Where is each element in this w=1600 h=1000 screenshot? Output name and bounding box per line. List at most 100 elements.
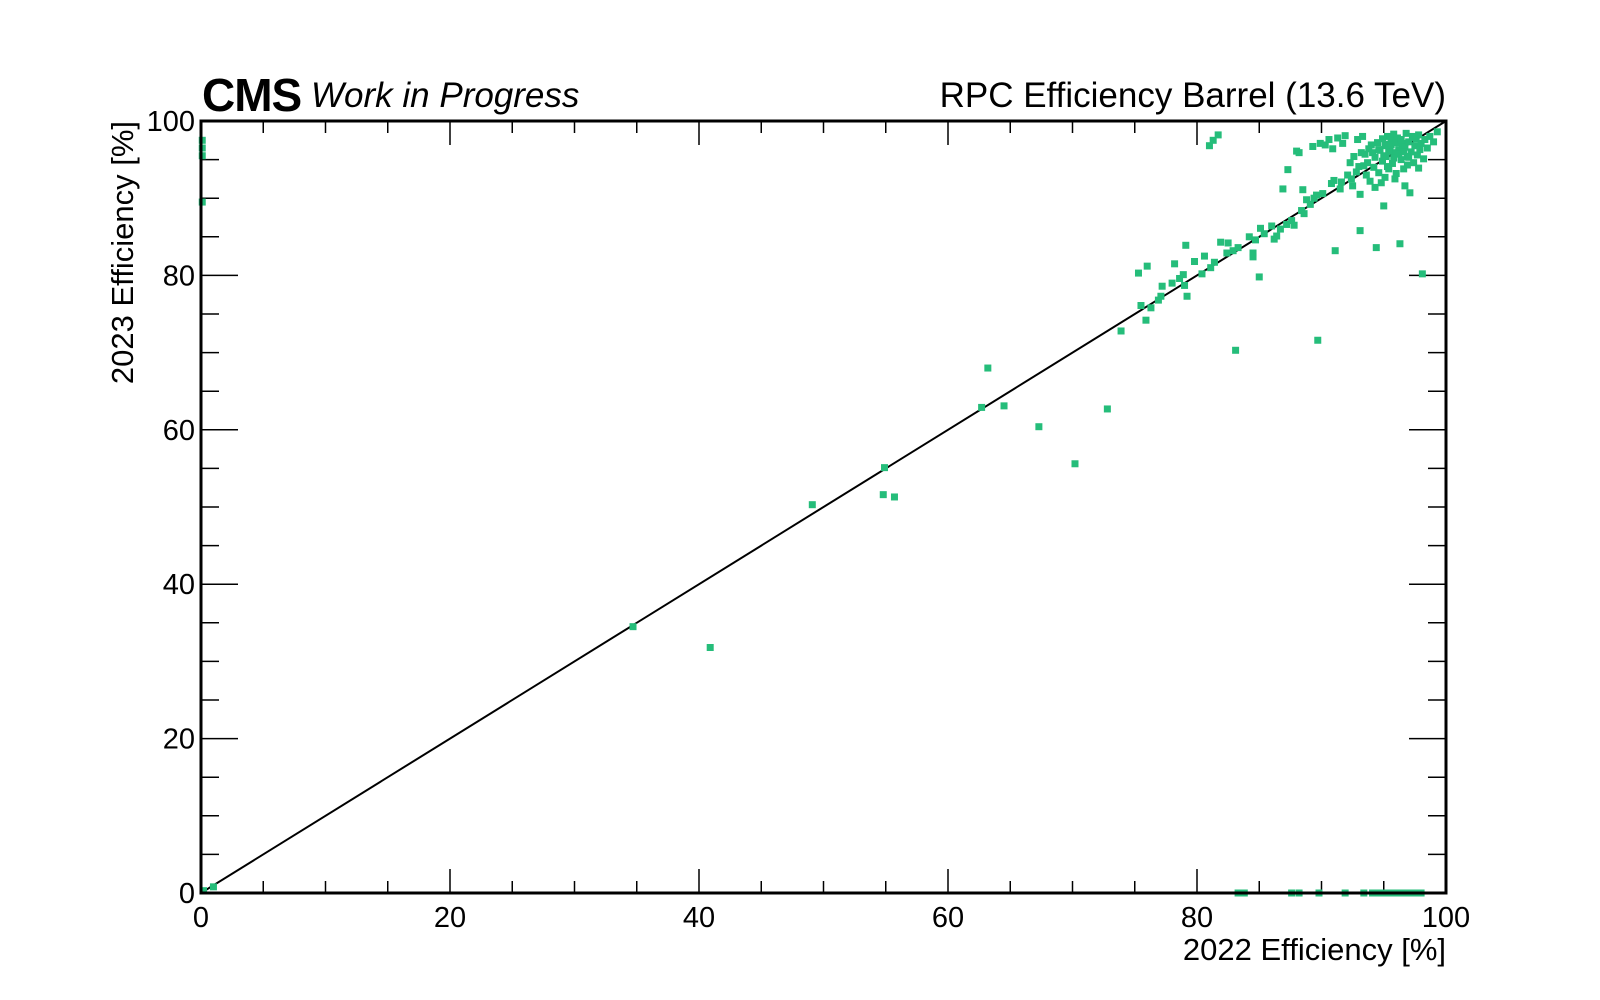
data-point [1232, 346, 1240, 354]
data-point [1336, 185, 1344, 193]
data-point [1413, 151, 1421, 159]
data-point [1276, 225, 1284, 233]
data-point [1299, 186, 1307, 194]
y-tick-label: 0 [179, 878, 195, 910]
data-point [1415, 164, 1423, 172]
data-point [1426, 132, 1434, 140]
x-tick-label: 20 [434, 902, 466, 934]
data-point [1249, 253, 1257, 261]
data-point [1347, 175, 1355, 183]
data-point [1423, 144, 1431, 152]
data-point [1390, 154, 1398, 162]
data-point [808, 501, 816, 509]
data-point [1205, 142, 1213, 150]
data-point [1154, 296, 1162, 304]
status-label: Work in Progress [311, 76, 579, 115]
data-point [1260, 230, 1268, 238]
data-point [1385, 147, 1393, 155]
data-point [1391, 149, 1399, 157]
data-point [1377, 179, 1385, 187]
data-point [1390, 130, 1398, 138]
data-point [1303, 196, 1311, 204]
data-point [1387, 136, 1395, 144]
data-point [1415, 131, 1423, 139]
data-point [1433, 128, 1441, 136]
data-point [1171, 260, 1179, 268]
data-point [1341, 132, 1349, 140]
data-point [1417, 139, 1425, 147]
data-point [1176, 274, 1184, 282]
y-axis-label: 2023 Efficiency [%] [105, 121, 140, 384]
data-point [1209, 136, 1217, 144]
data-point [1356, 190, 1364, 198]
data-point [1255, 273, 1263, 281]
data-point [1395, 146, 1403, 154]
data-point [1369, 149, 1377, 157]
data-point [1321, 141, 1329, 149]
data-point [1379, 157, 1387, 165]
data-point [1355, 163, 1363, 171]
x-axis-label: 2022 Efficiency [%] [1183, 932, 1446, 967]
data-point [1410, 159, 1418, 167]
data-point [1334, 134, 1342, 142]
x-tick-label: 80 [1181, 902, 1213, 934]
data-point [978, 403, 986, 411]
data-point [1393, 134, 1401, 142]
data-point [1379, 135, 1387, 143]
data-point [1117, 327, 1125, 335]
data-point [1268, 222, 1276, 230]
data-point [1273, 232, 1281, 240]
experiment-label: CMS [202, 69, 301, 121]
data-point [1366, 177, 1374, 185]
data-point [1313, 191, 1321, 199]
data-point [1224, 239, 1232, 247]
data-point [984, 364, 992, 372]
data-point [1290, 221, 1298, 229]
data-point [1380, 152, 1388, 160]
data-point [1249, 249, 1257, 257]
data-point [1360, 162, 1368, 170]
data-point [1375, 146, 1383, 154]
data-point [1405, 138, 1413, 146]
data-point [1309, 142, 1317, 150]
data-point [881, 464, 889, 472]
data-point [1401, 182, 1409, 190]
data-point [1375, 169, 1383, 177]
data-point [1418, 270, 1426, 278]
data-point [1421, 136, 1429, 144]
data-point [1344, 171, 1352, 179]
data-point [1183, 292, 1191, 300]
data-point [1300, 210, 1308, 218]
data-point [1214, 131, 1222, 139]
data-point [1398, 139, 1406, 147]
x-tick-label: 0 [193, 902, 209, 934]
data-point [1392, 169, 1400, 177]
data-point [1245, 233, 1253, 241]
data-point [1381, 173, 1389, 181]
data-point [1410, 133, 1418, 141]
data-point [1395, 150, 1403, 158]
data-point [1350, 153, 1358, 161]
data-point [1349, 182, 1357, 190]
data-point [1420, 155, 1428, 163]
y-tick-label: 40 [163, 569, 195, 601]
data-point [1279, 185, 1287, 193]
data-point [209, 883, 217, 891]
data-point [1392, 139, 1400, 147]
data-point [1179, 271, 1187, 279]
data-point [1306, 200, 1314, 208]
data-point [1356, 227, 1364, 235]
chart-title: RPC Efficiency Barrel (13.6 TeV) [940, 76, 1446, 115]
x-tick-labels: 0 20 40 60 80 100 [193, 902, 1470, 934]
data-point [890, 493, 898, 501]
data-point [1284, 166, 1292, 174]
data-point [1391, 175, 1399, 183]
data-point [1382, 142, 1390, 150]
data-point [1407, 148, 1415, 156]
y-tick-labels: 0 20 40 60 80 100 [147, 106, 195, 910]
data-point [1396, 240, 1404, 248]
data-point [1234, 244, 1242, 252]
data-point [1400, 165, 1408, 173]
data-point [1103, 405, 1111, 413]
